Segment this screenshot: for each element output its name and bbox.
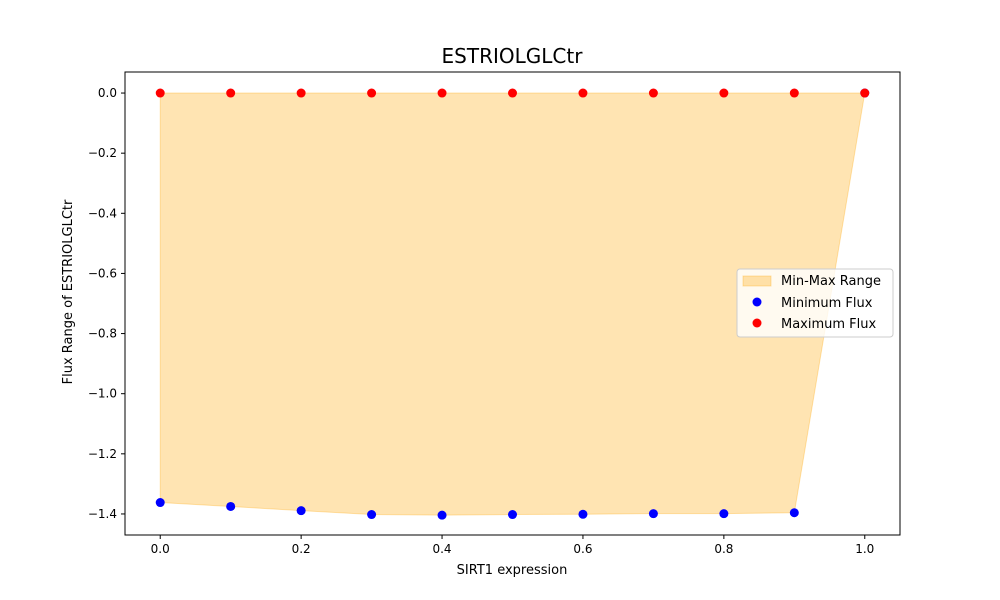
maximum-flux-point — [578, 88, 588, 98]
legend-box — [736, 268, 894, 338]
legend-label-minimum-flux: Minimum Flux — [781, 296, 873, 311]
minimum-flux-point — [508, 510, 517, 520]
maximum-flux-point — [155, 88, 165, 98]
minimum-flux-point — [648, 509, 658, 519]
maximum-flux-point — [789, 88, 799, 98]
y-tick-label: −1.2 — [88, 447, 117, 461]
x-tick-label: 0.6 — [573, 542, 592, 556]
minimum-flux-point — [719, 509, 729, 519]
y-tick-label: −1.4 — [88, 507, 117, 521]
maximum-flux-point — [648, 88, 658, 98]
x-tick-label: 0.8 — [714, 542, 733, 556]
x-tick-label: 1.0 — [855, 542, 874, 556]
minimum-flux-point — [226, 501, 236, 511]
y-axis-title: Flux Range of ESTRIOLGLCtr — [61, 199, 76, 384]
legend-swatch-range — [742, 275, 772, 287]
legend-marker-minimum-flux — [752, 297, 762, 307]
minimum-flux-point — [789, 508, 799, 518]
minimum-flux-point — [367, 510, 377, 520]
y-tick-label: −0.2 — [88, 146, 117, 160]
y-tick-label: −1.0 — [88, 387, 117, 401]
legend: Min-Max Range Minimum Flux Maximum Flux — [736, 268, 894, 338]
y-tick-label: −0.4 — [88, 206, 117, 220]
minimum-flux-point — [578, 509, 588, 519]
y-tick-label: 0.0 — [98, 86, 117, 100]
x-axis-title: SIRT1 expression — [457, 563, 568, 578]
maximum-flux-point — [226, 88, 236, 98]
legend-label-range: Min-Max Range — [781, 274, 881, 289]
legend-marker-maximum-flux — [752, 318, 762, 328]
maximum-flux-point — [367, 88, 377, 98]
legend-label-maximum-flux: Maximum Flux — [781, 317, 877, 332]
minimum-flux-point — [296, 506, 306, 516]
x-tick-label: 0.2 — [292, 542, 311, 556]
maximum-flux-point — [719, 88, 729, 98]
x-tick-label: 0.0 — [151, 542, 170, 556]
maximum-flux-point — [437, 88, 447, 98]
maximum-flux-point — [860, 88, 870, 98]
maximum-flux-point — [296, 88, 306, 98]
minimum-flux-point — [437, 510, 447, 520]
x-tick-label: 0.4 — [432, 542, 451, 556]
y-tick-label: −0.8 — [88, 327, 117, 341]
y-tick-label: −0.6 — [88, 266, 117, 280]
chart-title: ESTRIOLGLCtr — [442, 44, 584, 68]
minimum-flux-point — [155, 498, 165, 508]
axes-frame — [124, 71, 901, 536]
maximum-flux-point — [508, 88, 517, 98]
